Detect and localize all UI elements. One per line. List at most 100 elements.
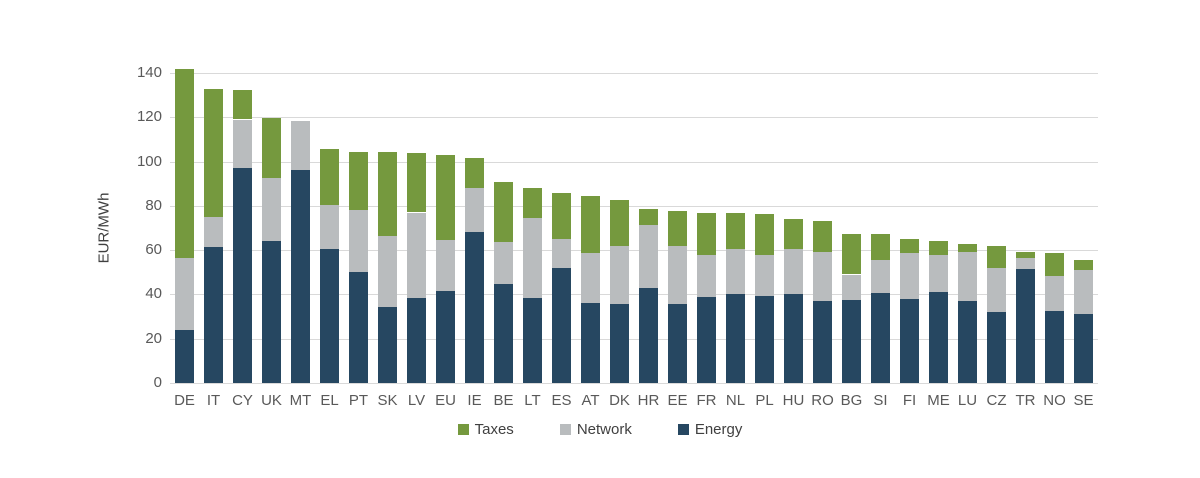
bar-segment-lu-network xyxy=(958,252,977,302)
x-tick-label-lv: LV xyxy=(407,392,426,409)
x-tick-label-cz: CZ xyxy=(986,392,1007,409)
x-tick-label-si: SI xyxy=(873,392,888,409)
bar-segment-no-taxes xyxy=(1045,253,1064,276)
gridline-40 xyxy=(170,294,1098,296)
bar-segment-me-energy xyxy=(929,292,948,383)
bar-segment-ro-taxes xyxy=(813,221,832,253)
y-tick-label-40: 40 xyxy=(145,285,162,303)
x-tick-label-no: NO xyxy=(1043,392,1066,409)
x-tick-label-fi: FI xyxy=(902,392,917,409)
bar-segment-dk-taxes xyxy=(610,200,629,246)
bar-segment-be-network xyxy=(494,242,513,285)
bar-segment-cz-taxes xyxy=(987,245,1006,268)
bar-segment-be-taxes xyxy=(494,181,513,243)
y-tick-label-0: 0 xyxy=(153,374,162,391)
bar-segment-no-network xyxy=(1045,275,1064,312)
x-tick-label-nl: NL xyxy=(725,392,746,409)
bar-segment-ee-taxes xyxy=(668,211,687,246)
bar-segment-nl-taxes xyxy=(726,212,745,250)
bar-segment-hr-taxes xyxy=(639,209,658,225)
bar-segment-si-taxes xyxy=(871,233,890,261)
bar-segment-it-network xyxy=(204,216,223,247)
x-tick-label-sk: SK xyxy=(377,392,398,409)
bar-segment-de-network xyxy=(175,257,194,330)
gridline-140 xyxy=(170,73,1098,74)
bar-segment-ee-network xyxy=(668,245,687,305)
legend-item-network: Network xyxy=(559,421,632,438)
legend-swatch-energy xyxy=(677,424,689,435)
bar-segment-es-network xyxy=(552,239,571,268)
bar-segment-lu-energy xyxy=(958,301,977,383)
bar-segment-cy-network xyxy=(233,119,252,169)
x-tick-label-me: ME xyxy=(927,392,950,409)
bar-segment-no-energy xyxy=(1045,311,1064,383)
bar-segment-de-energy xyxy=(175,329,194,383)
x-tick-label-lt: LT xyxy=(524,392,541,409)
bar-segment-hr-energy xyxy=(639,287,658,383)
bar-segment-lv-network xyxy=(407,212,426,298)
bar-segment-mt-energy xyxy=(291,170,310,383)
bar-segment-ee-energy xyxy=(668,304,687,383)
y-tick-label-80: 80 xyxy=(145,196,162,214)
x-tick-label-hr: HR xyxy=(637,392,660,409)
bar-segment-sk-energy xyxy=(378,306,397,383)
legend-item-energy: Energy xyxy=(677,421,742,438)
x-tick-label-mt: MT xyxy=(289,392,312,409)
bar-segment-lu-taxes xyxy=(958,243,977,253)
bar-segment-de-taxes xyxy=(175,68,194,258)
bar-segment-it-taxes xyxy=(204,88,223,217)
bar-segment-fr-taxes xyxy=(697,212,716,255)
x-tick-label-se: SE xyxy=(1073,392,1094,409)
x-tick-label-ee: EE xyxy=(667,392,688,409)
bar-segment-pt-energy xyxy=(349,272,368,383)
bar-segment-nl-energy xyxy=(726,294,745,383)
bar-segment-eu-taxes xyxy=(436,154,455,241)
legend-label-taxes: Taxes xyxy=(474,421,514,438)
y-tick-label-120: 120 xyxy=(136,108,162,126)
bar-segment-hu-energy xyxy=(784,294,803,383)
gridline-20 xyxy=(170,338,1098,340)
bar-segment-tr-energy xyxy=(1016,268,1035,383)
bar-segment-me-taxes xyxy=(929,241,948,255)
bar-segment-pl-taxes xyxy=(755,213,774,255)
bar-segment-uk-network xyxy=(262,178,281,242)
x-tick-label-el: EL xyxy=(320,392,339,409)
x-tick-label-at: AT xyxy=(581,392,600,409)
legend-swatch-taxes xyxy=(457,424,469,435)
bar-segment-el-taxes xyxy=(320,149,339,205)
y-tick-label-60: 60 xyxy=(145,241,162,259)
bar-segment-tr-taxes xyxy=(1016,252,1035,258)
bar-segment-ro-network xyxy=(813,252,832,302)
bar-segment-cz-energy xyxy=(987,312,1006,383)
bar-segment-hu-taxes xyxy=(784,219,803,250)
x-tick-label-bg: BG xyxy=(840,392,863,409)
gridline-80 xyxy=(170,205,1098,207)
gridline-0 xyxy=(170,383,1098,384)
bar-segment-at-taxes xyxy=(581,195,600,254)
bar-segment-fr-energy xyxy=(697,296,716,383)
bar-segment-ro-energy xyxy=(813,301,832,383)
bar-segment-ie-taxes xyxy=(465,158,484,189)
y-tick-label-100: 100 xyxy=(136,152,162,170)
bar-segment-hu-network xyxy=(784,249,803,295)
x-tick-label-ro: RO xyxy=(811,392,834,409)
bar-segment-be-energy xyxy=(494,284,513,383)
x-tick-label-pl: PL xyxy=(755,392,774,409)
x-tick-label-de: DE xyxy=(174,392,195,409)
x-tick-label-cy: CY xyxy=(232,392,253,409)
bar-segment-cy-energy xyxy=(233,168,252,383)
bar-segment-bg-network xyxy=(842,274,861,300)
bar-segment-at-energy xyxy=(581,303,600,383)
x-tick-label-tr: TR xyxy=(1015,392,1036,409)
bar-segment-sk-network xyxy=(378,235,397,307)
bar-segment-cy-taxes xyxy=(233,89,252,120)
bar-segment-si-network xyxy=(871,260,890,294)
bar-segment-pt-network xyxy=(349,210,368,273)
bar-segment-pl-network xyxy=(755,254,774,296)
bar-segment-at-network xyxy=(581,253,600,304)
bar-segment-cz-network xyxy=(987,267,1006,313)
x-tick-label-uk: UK xyxy=(261,392,282,409)
bar-segment-se-network xyxy=(1074,270,1093,315)
x-tick-label-be: BE xyxy=(493,392,514,409)
